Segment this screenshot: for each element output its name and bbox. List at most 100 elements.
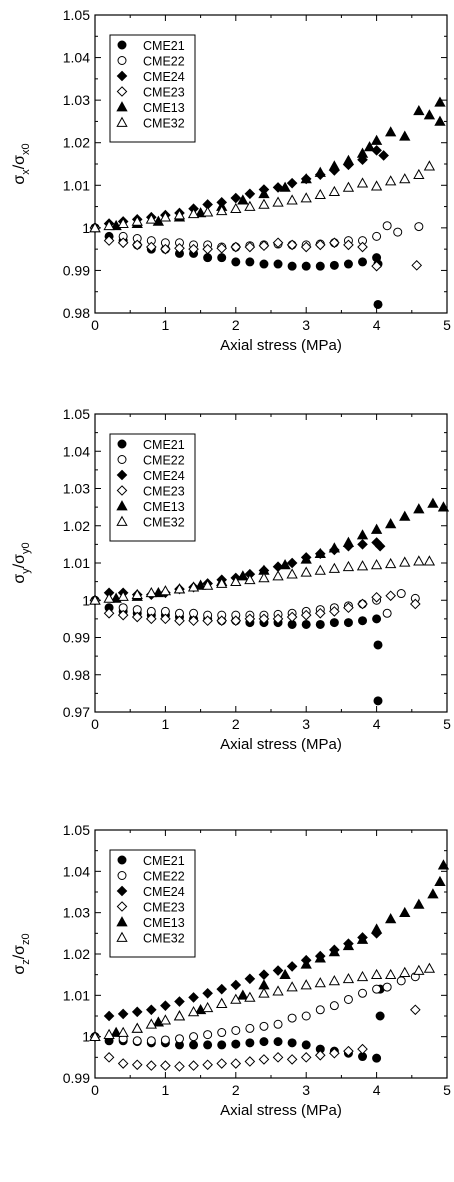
data-point [273,259,283,269]
data-point [343,259,353,269]
data-point [216,577,228,588]
y-tick-label: 1.03 [63,905,90,921]
data-point [189,1032,199,1042]
data-point [423,962,436,973]
y-tick-label: 0.99 [63,1070,90,1086]
data-point [216,615,228,627]
data-point [437,501,450,512]
data-point [286,1054,298,1065]
data-point [146,613,157,625]
data-point [174,242,185,254]
x-tick-label: 3 [302,1082,310,1098]
data-point [314,607,326,619]
data-point [314,166,326,177]
data-point [399,173,411,184]
data-point [146,1004,157,1016]
data-point [357,598,368,610]
data-point [286,961,298,972]
data-point [273,1037,283,1047]
data-point [160,1060,171,1071]
legend-label: CME22 [143,870,185,884]
data-point [187,581,200,592]
data-point [396,976,406,986]
data-point [187,1006,200,1017]
data-point [259,1021,269,1031]
data-point [356,147,369,158]
data-point [300,553,312,564]
legend-marker [117,871,127,880]
x-tick-label: 1 [162,317,170,333]
data-point [413,503,425,514]
data-point [216,1058,228,1069]
data-point [301,1011,311,1021]
data-point [217,253,227,263]
legend-label: CME13 [143,916,185,930]
legend-label: CME13 [143,500,185,514]
data-point [286,177,298,189]
data-point [356,970,369,982]
data-point [244,613,256,625]
data-point [231,1025,241,1035]
series-CME32 [89,555,436,605]
legend-marker [117,56,127,65]
data-point [159,585,172,596]
y-tick-label: 1.01 [63,177,90,193]
data-point [286,194,298,205]
data-point [160,243,171,255]
data-point [117,1008,129,1020]
y-tick-label: 1.03 [63,92,90,108]
data-point [413,898,425,909]
y-tick-label: 1.04 [63,443,90,459]
y-axis-label-part: /σ [11,945,28,959]
data-point [230,575,242,586]
data-point [245,1038,255,1048]
legend-marker [117,439,127,449]
data-point [423,555,436,566]
data-point [258,613,270,625]
data-point [342,560,355,572]
data-point [272,237,284,249]
data-point [329,618,339,628]
data-point [258,572,270,583]
data-point [230,993,242,1004]
data-point [132,1036,142,1046]
data-point [103,607,115,619]
data-point [356,529,369,540]
data-point [314,1049,326,1061]
y-axis-label: σz/σz0 [11,933,32,974]
y-tick-label: 1.05 [63,406,90,422]
data-point [216,242,228,254]
data-point [173,209,186,220]
data-point [173,1010,186,1021]
data-point [174,1061,185,1072]
data-point [314,564,326,575]
data-point [89,222,101,233]
data-point [272,182,284,193]
data-point [103,1028,115,1039]
data-point [357,1043,368,1055]
data-point [286,981,298,992]
data-point [245,257,255,267]
data-point [189,1040,199,1050]
x-tick-label: 5 [443,317,451,333]
data-point [371,260,382,272]
data-point [272,613,284,625]
legend-marker [116,885,128,897]
y-axis-label-part: z [20,959,32,965]
legend-marker [116,469,128,481]
data-point [103,219,115,231]
y-axis-label-part: /σ [11,554,28,568]
data-point [423,109,436,120]
data-point [230,202,242,214]
legend-marker [116,70,128,82]
data-point [244,991,256,1002]
legend-marker [116,86,128,97]
data-point [370,559,383,570]
data-point [382,221,392,231]
data-point [343,239,354,251]
data-point [414,222,424,232]
data-point [160,1035,170,1045]
data-point [145,213,157,224]
y-axis-label-part: x0 [20,143,32,155]
